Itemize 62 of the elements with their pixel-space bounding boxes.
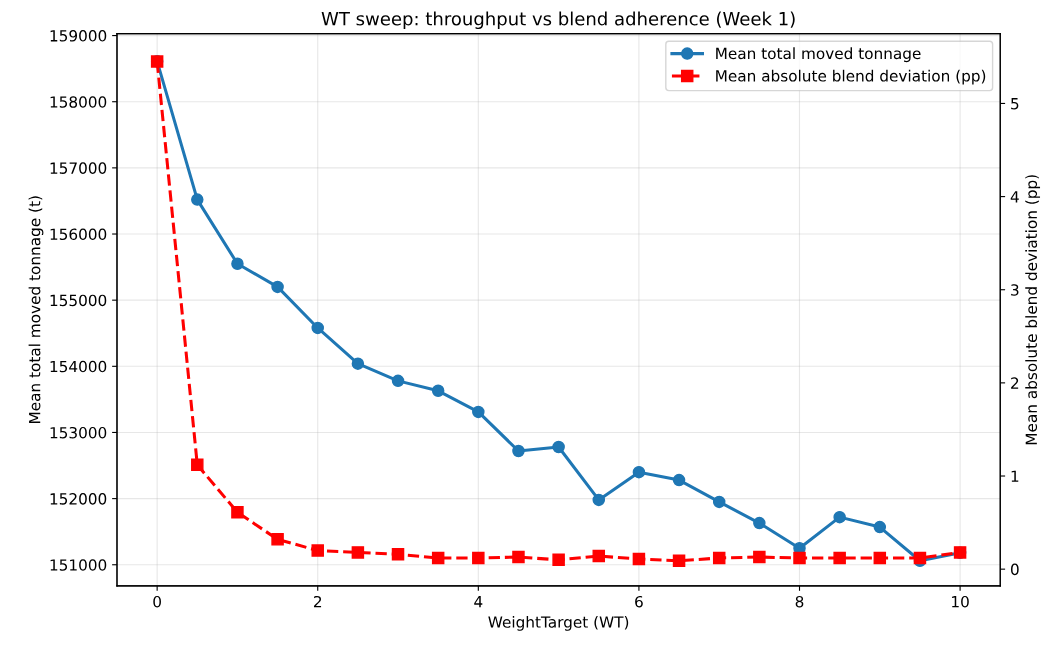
point <box>833 551 846 565</box>
point <box>632 552 646 566</box>
point <box>552 553 565 567</box>
point <box>391 374 405 388</box>
point <box>472 551 485 565</box>
point <box>311 544 324 557</box>
y2-tick-label: 2 <box>1011 377 1019 389</box>
point <box>873 551 887 565</box>
y-tick-label: 153000 <box>50 426 107 439</box>
point <box>592 549 606 563</box>
point <box>271 280 284 294</box>
point <box>431 384 445 398</box>
y-tick-label: 156000 <box>50 228 107 241</box>
point <box>431 551 445 565</box>
x-tick-label: 2 <box>313 595 322 608</box>
point <box>512 444 525 458</box>
x-tick-label: 6 <box>635 595 643 608</box>
chart-title: WT sweep: throughput vs blend adherence (Week 1) <box>321 11 795 30</box>
y-tick-label: 154000 <box>50 360 107 373</box>
y2-tick-label: 0 <box>1010 563 1019 576</box>
x-axis-title: WeightTarget (WT) <box>488 615 629 631</box>
point <box>231 257 244 271</box>
x-tick-label: 0 <box>153 595 161 608</box>
point <box>351 546 365 559</box>
point <box>873 520 887 534</box>
y-tick-label: 151000 <box>50 559 107 571</box>
point <box>391 548 405 561</box>
y2-axis-title: Mean absolute blend deviation (pp) <box>1025 175 1041 445</box>
y2-tick-label: 4 <box>1010 191 1019 203</box>
point <box>512 550 525 564</box>
y-tick-label: 155000 <box>50 294 107 307</box>
point <box>672 473 686 487</box>
point <box>472 405 485 419</box>
y2-tick-label: 1 <box>1011 470 1019 482</box>
point <box>712 551 726 565</box>
point <box>271 533 284 546</box>
point <box>592 493 606 507</box>
point <box>672 554 686 568</box>
y-axis-title: Mean total moved tonnage (t) <box>28 196 44 423</box>
x-tick-label: 10 <box>952 595 969 608</box>
point <box>311 321 324 335</box>
y2-tick-label: 3 <box>1011 284 1019 296</box>
point <box>753 550 766 564</box>
point <box>191 458 204 472</box>
point <box>712 495 726 509</box>
point <box>793 551 806 565</box>
point <box>833 510 846 524</box>
y-tick-label: 159000 <box>50 30 107 42</box>
point <box>552 440 565 454</box>
point <box>753 516 766 530</box>
y-tick-label: 152000 <box>50 493 107 505</box>
point <box>191 193 204 206</box>
x-tick-label: 8 <box>795 595 804 608</box>
x-tick-label: 4 <box>474 596 483 608</box>
y-tick-label: 157000 <box>50 162 107 174</box>
point <box>231 506 244 519</box>
legend-label: Mean absolute blend deviation (pp) <box>716 69 986 85</box>
y2-tick-label: 5 <box>1011 98 1019 110</box>
point <box>632 465 646 479</box>
legend-label: Mean total moved tonnage <box>716 47 921 63</box>
y-tick-label: 158000 <box>50 96 107 108</box>
point <box>351 357 365 370</box>
